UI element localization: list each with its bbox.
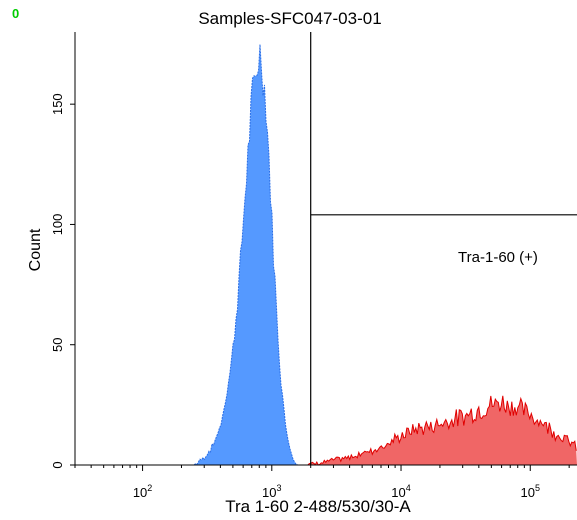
series-0-outline (193, 44, 298, 466)
series-1-area (307, 395, 577, 465)
axis-layer: 0 50 100 150 102 103 104 105 (50, 32, 577, 500)
x-tick-label-0: 102 (133, 483, 152, 500)
y-axis-label: Count (27, 228, 44, 271)
series-0-area (194, 44, 299, 465)
x-tick-label-3: 105 (521, 483, 540, 500)
x-axis-label: Tra 1-60 2-488/530/30-A (225, 497, 411, 516)
x-tick-label-2: 104 (391, 483, 410, 500)
series-1-outline (307, 395, 577, 466)
chart-title: Samples-SFC047-03-01 (198, 9, 381, 28)
y-tick-label-2: 100 (50, 214, 65, 236)
x-tick-label-1: 103 (262, 483, 281, 500)
y-tick-label-0: 0 (50, 461, 65, 468)
gate-layer: Tra-1-60 (+) (310, 32, 577, 465)
gate-label-0: Tra-1-60 (+) (458, 249, 538, 266)
y-tick-label-1: 50 (50, 337, 65, 351)
y-tick-label-3: 150 (50, 93, 65, 115)
corner-marker: 0 (12, 6, 19, 21)
series-layer (193, 44, 577, 466)
